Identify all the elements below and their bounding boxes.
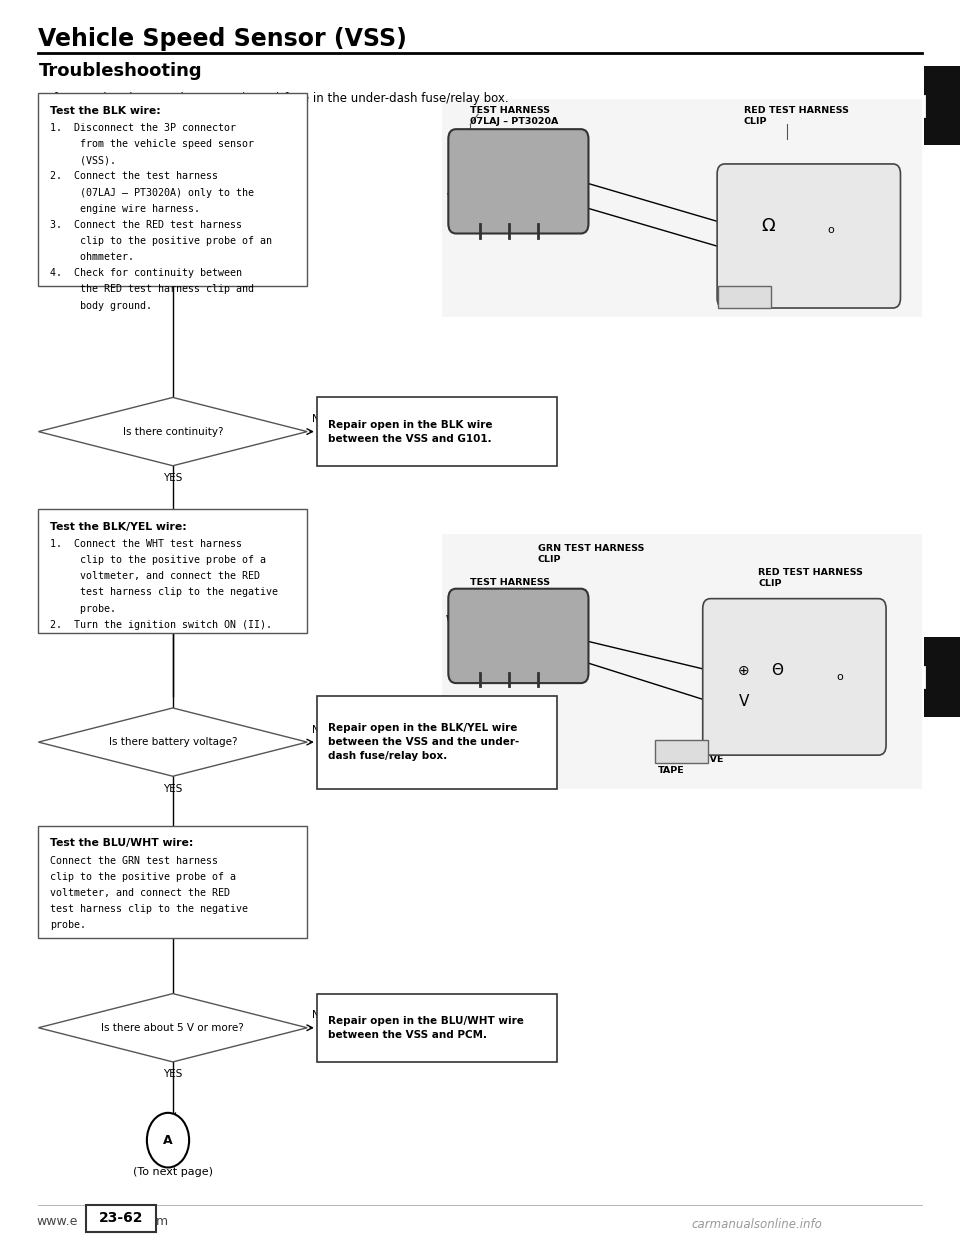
- Text: (To next page): (To next page): [132, 1167, 213, 1177]
- FancyBboxPatch shape: [717, 164, 900, 308]
- Text: RED TEST HARNESS
CLIP: RED TEST HARNESS CLIP: [758, 568, 863, 587]
- Text: probe.: probe.: [50, 604, 116, 614]
- Text: Θ: Θ: [772, 663, 783, 678]
- FancyBboxPatch shape: [442, 534, 922, 789]
- FancyBboxPatch shape: [317, 397, 557, 466]
- Text: Connect the GRN test harness: Connect the GRN test harness: [50, 856, 218, 866]
- FancyBboxPatch shape: [448, 129, 588, 233]
- FancyBboxPatch shape: [38, 826, 307, 938]
- Text: Is there battery voltage?: Is there battery voltage?: [108, 737, 237, 748]
- Text: Troubleshooting: Troubleshooting: [38, 62, 202, 79]
- Text: voltmeter, and connect the RED: voltmeter, and connect the RED: [50, 571, 260, 581]
- Text: test harness clip to the negative: test harness clip to the negative: [50, 587, 278, 597]
- Text: NO: NO: [312, 1010, 328, 1021]
- Text: voltmeter, and connect the RED: voltmeter, and connect the RED: [50, 888, 230, 898]
- FancyBboxPatch shape: [86, 1205, 156, 1232]
- Text: Repair open in the BLK/YEL wire
between the VSS and the under-
dash fuse/relay b: Repair open in the BLK/YEL wire between …: [328, 723, 519, 761]
- Text: clip to the positive probe of an: clip to the positive probe of an: [50, 236, 272, 246]
- Text: PROTECTIVE
TAPE: PROTECTIVE TAPE: [658, 755, 724, 775]
- Text: Test the BLK wire:: Test the BLK wire:: [50, 106, 160, 116]
- FancyBboxPatch shape: [703, 599, 886, 755]
- Text: 4.  Check for continuity between: 4. Check for continuity between: [50, 268, 242, 278]
- Text: engine wire harness.: engine wire harness.: [50, 204, 200, 214]
- Text: Vehicle Speed Sensor (VSS): Vehicle Speed Sensor (VSS): [38, 27, 407, 51]
- Polygon shape: [38, 994, 307, 1062]
- Text: WHT TEST HARNESS CLIP: WHT TEST HARNESS CLIP: [446, 615, 582, 623]
- FancyBboxPatch shape: [718, 286, 771, 308]
- FancyBboxPatch shape: [317, 696, 557, 789]
- Text: Repair open in the BLU/WHT wire
between the VSS and PCM.: Repair open in the BLU/WHT wire between …: [328, 1016, 524, 1040]
- Text: body ground.: body ground.: [50, 301, 152, 310]
- Text: Is there about 5 V or more?: Is there about 5 V or more?: [102, 1022, 244, 1033]
- Text: Test the BLK/YEL wire:: Test the BLK/YEL wire:: [50, 522, 186, 532]
- Text: clip to the positive probe of a: clip to the positive probe of a: [50, 555, 266, 565]
- Text: the RED test harness clip and: the RED test harness clip and: [50, 284, 253, 294]
- Text: m: m: [156, 1215, 168, 1227]
- Text: VSS: VSS: [448, 642, 470, 652]
- Text: GRN TEST HARNESS
CLIP: GRN TEST HARNESS CLIP: [538, 544, 644, 564]
- Text: ⊕: ⊕: [738, 663, 750, 678]
- Text: 2.  Connect the test harness: 2. Connect the test harness: [50, 171, 218, 181]
- Text: TEST HARNESS
07LAJ – PT3020A: TEST HARNESS 07LAJ – PT3020A: [470, 578, 559, 597]
- Text: 3.  Connect the RED test harness: 3. Connect the RED test harness: [50, 220, 242, 230]
- Text: Ω: Ω: [761, 217, 775, 235]
- Text: Before testing, inspect the No. 15 (7.5 A) fuse in the under-dash fuse/relay box: Before testing, inspect the No. 15 (7.5 …: [38, 92, 509, 104]
- Text: V: V: [739, 694, 749, 709]
- Text: YES: YES: [163, 784, 182, 794]
- FancyBboxPatch shape: [317, 994, 557, 1062]
- Text: NO: NO: [312, 414, 328, 425]
- Text: (07LAJ – PT3020A) only to the: (07LAJ – PT3020A) only to the: [50, 188, 253, 197]
- Text: RED TEST HARNESS
CLIP: RED TEST HARNESS CLIP: [744, 106, 849, 125]
- FancyBboxPatch shape: [448, 589, 588, 683]
- Text: 23-62: 23-62: [99, 1211, 143, 1226]
- Text: probe.: probe.: [50, 920, 86, 930]
- Text: TEST HARNESS
07LAJ – PT3020A: TEST HARNESS 07LAJ – PT3020A: [470, 106, 559, 125]
- Text: A: A: [163, 1134, 173, 1146]
- Text: NO: NO: [312, 724, 328, 734]
- FancyBboxPatch shape: [442, 99, 922, 317]
- Text: Is there continuity?: Is there continuity?: [123, 426, 223, 437]
- Text: YES: YES: [163, 1069, 182, 1079]
- Text: test harness clip to the negative: test harness clip to the negative: [50, 904, 248, 914]
- Text: 2.  Turn the ignition switch ON (II).: 2. Turn the ignition switch ON (II).: [50, 620, 272, 630]
- Text: (VSS).: (VSS).: [50, 155, 116, 165]
- Circle shape: [147, 1113, 189, 1167]
- FancyBboxPatch shape: [924, 66, 960, 145]
- Text: ohmmeter.: ohmmeter.: [50, 252, 134, 262]
- FancyBboxPatch shape: [38, 509, 307, 633]
- Text: www.e: www.e: [36, 1215, 78, 1227]
- Text: VSS: VSS: [447, 193, 469, 202]
- Text: o: o: [836, 672, 844, 682]
- Text: clip to the positive probe of a: clip to the positive probe of a: [50, 872, 236, 882]
- Text: carmanualsonline.info: carmanualsonline.info: [691, 1218, 822, 1231]
- FancyBboxPatch shape: [924, 637, 960, 717]
- Text: Repair open in the BLK wire
between the VSS and G101.: Repair open in the BLK wire between the …: [328, 420, 492, 443]
- Text: PROTECTIVE
TAPE: PROTECTIVE TAPE: [782, 242, 849, 262]
- FancyBboxPatch shape: [38, 93, 307, 286]
- Text: 1.  Connect the WHT test harness: 1. Connect the WHT test harness: [50, 539, 242, 549]
- Text: from the vehicle speed sensor: from the vehicle speed sensor: [50, 139, 253, 149]
- Text: 1.  Disconnect the 3P connector: 1. Disconnect the 3P connector: [50, 123, 236, 133]
- Polygon shape: [38, 397, 307, 466]
- Text: Test the BLU/WHT wire:: Test the BLU/WHT wire:: [50, 838, 193, 848]
- FancyBboxPatch shape: [655, 740, 708, 763]
- Polygon shape: [38, 708, 307, 776]
- Text: o: o: [827, 225, 834, 235]
- Text: YES: YES: [163, 473, 182, 483]
